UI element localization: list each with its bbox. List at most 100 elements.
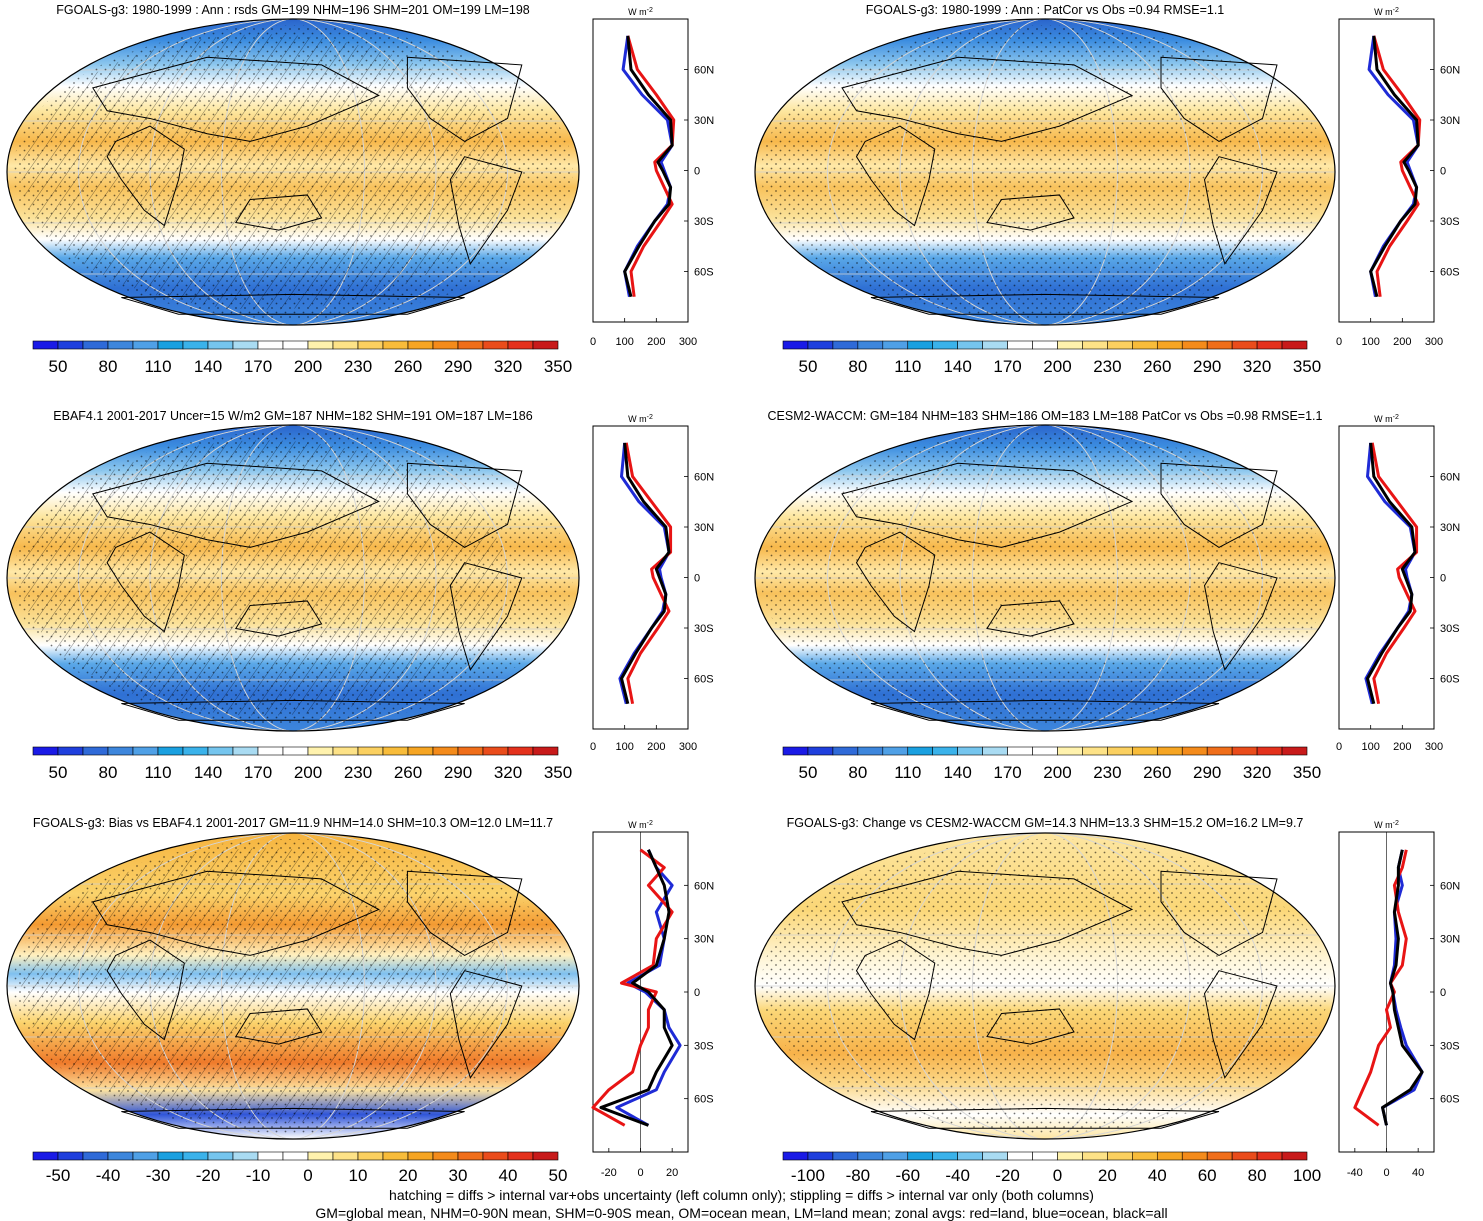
footnote-line-2: GM=global mean, NHM=0-90N mean, SHM=0-90… [315,1205,1168,1221]
colorbar-tick-label: -50 [46,1166,71,1185]
colorbar-box [882,1151,909,1161]
colorbar-box [507,746,534,756]
coastline [841,56,1134,142]
colorbar-tick-label: 320 [494,763,522,782]
colorbar-tick-label: 0 [303,1166,312,1185]
colorbar-box [232,746,259,756]
coastline [406,870,523,956]
coastline [449,156,523,265]
coastline [1160,462,1278,548]
colorbar-tick-label: -60 [895,1166,920,1185]
coastline [92,870,380,956]
colorbar-box [782,340,809,350]
hatching [21,848,508,1124]
zonal-lat-label: 30S [694,216,714,228]
colorbar-tick-label: 10 [349,1166,368,1185]
colorbar-box [857,1151,884,1161]
zonal-x-label: 0 [590,336,596,348]
colorbar-box [207,340,234,350]
zonal-all-line [1369,35,1420,298]
zonal-lat-label: 30N [694,522,714,534]
panel-title: FGOALS-g3: 1980-1999 : Ann : PatCor vs O… [866,3,1225,17]
panel-title: FGOALS-g3: Bias vs EBAF4.1 2001-2017 GM=… [33,816,553,830]
colorbar-box [232,1151,259,1161]
zonal-ocean-line [618,442,671,705]
colorbar-tick-label: 320 [1243,357,1271,376]
coastline [1203,156,1278,265]
colorbar-tick-label: 260 [1143,357,1171,376]
zonal-all-line [623,35,674,298]
zonal-x-label: 100 [615,741,633,753]
colorbar-box [1057,746,1083,756]
colorbar-box [1107,1151,1133,1161]
zonal-x-label: 20 [666,1167,678,1179]
colorbar-box [157,1151,184,1161]
colorbar-tick-label: 350 [544,763,572,782]
colorbar-box [782,1151,809,1161]
zonal-x-label: 300 [1425,336,1443,348]
coastline [234,600,323,637]
colorbar-box [282,746,309,756]
colorbar-tick-label: -20 [995,1166,1020,1185]
zonal-land-line [1372,35,1422,297]
zonal-land-line [624,442,673,705]
colorbar-tick-label: -40 [96,1166,121,1185]
panel-1: FGOALS-g3: 1980-1999 : Ann : rsds GM=199… [6,3,714,376]
zonal-ocean-line [1364,442,1417,705]
colorbar-tick-label: 230 [344,357,372,376]
colorbar-box [932,746,958,756]
panel-title: FGOALS-g3: 1980-1999 : Ann : rsds GM=199… [56,3,530,17]
zonal-axes [1338,425,1435,730]
zonal-lat-label: 0 [1440,166,1446,178]
colorbar-tick-label: -80 [846,1166,871,1185]
zonal-lat-label: 0 [694,987,700,999]
colorbar-tick-label: 140 [194,357,222,376]
colorbar-box [107,340,134,350]
zonal-lat-label: 60S [694,674,714,686]
colorbar-box [1132,746,1158,756]
colorbar-box [407,746,434,756]
colorbar-box [782,746,809,756]
colorbar-box [507,340,534,350]
colorbar-tick-label: 80 [1248,1166,1267,1185]
zonal-lat-label: 30S [1440,1040,1460,1052]
colorbar-tick-label: 350 [544,357,572,376]
colorbar-box [82,746,109,756]
colorbar-box [207,746,234,756]
colorbar-box [207,1151,234,1161]
colorbar-box [107,746,134,756]
colorbar-tick-label: 110 [144,763,171,782]
zonal-x-label: 200 [647,741,665,753]
colorbar-box [1281,340,1308,350]
colorbar-box [832,340,859,350]
colorbar-box [157,746,184,756]
colorbar-box [182,1151,209,1161]
zonal-x-label: 0 [1336,336,1342,348]
colorbar-box [32,340,59,350]
colorbar-box [832,746,859,756]
map-border [6,424,580,732]
colorbar-tick-label: 80 [848,357,867,376]
colorbar-tick-label: 350 [1293,763,1321,782]
coastline [855,939,936,1041]
colorbar-box [457,340,484,350]
colorbar-box [457,746,484,756]
coastline [855,531,936,633]
coastline [870,293,1220,315]
colorbar-tick-label: 0 [1053,1166,1062,1185]
colorbar-box [1057,340,1083,350]
colorbar-box [332,746,359,756]
panel-2: FGOALS-g3: 1980-1999 : Ann : PatCor vs O… [754,3,1460,376]
colorbar-tick-label: 200 [1043,357,1071,376]
colorbar-box [482,340,509,350]
colorbar-box [432,340,459,350]
colorbar-box [1181,746,1208,756]
colorbar-box [332,1151,359,1161]
colorbar-box [1256,340,1283,350]
zonal-lat-label: 60S [694,267,714,279]
zonal-axes [592,18,689,323]
colorbar-tick-label: 40 [499,1166,518,1185]
zonal-lat-label: 60N [1440,880,1460,892]
coastline [92,56,380,142]
